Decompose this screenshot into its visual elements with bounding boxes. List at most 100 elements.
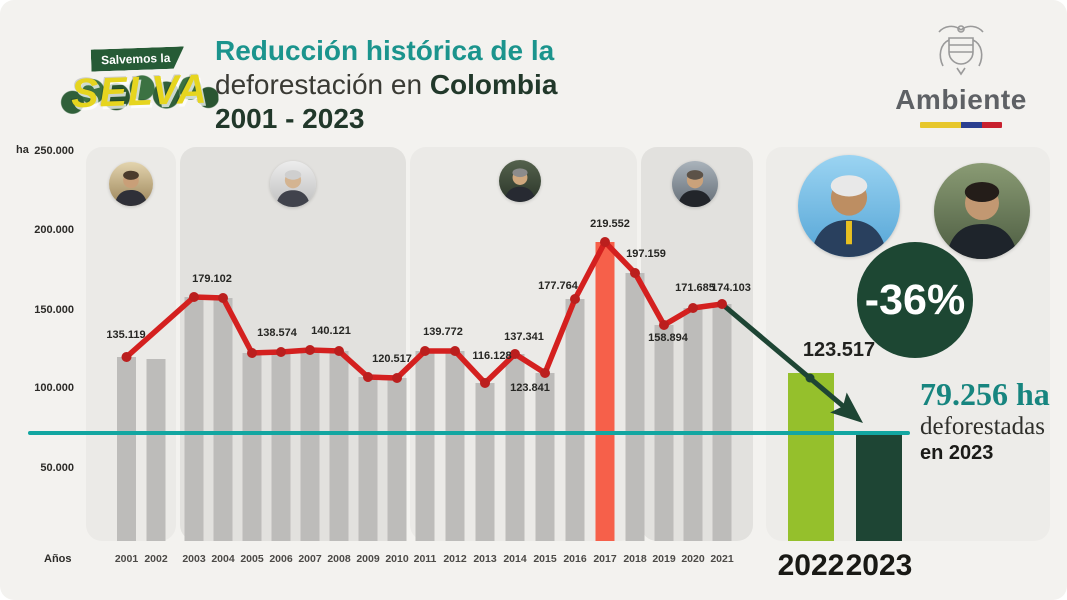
pastrana-portrait-icon [109, 162, 153, 206]
y-tick-50000: 50.000 [40, 462, 74, 474]
bar-2003 [184, 297, 204, 541]
result-line3: en 2023 [920, 442, 994, 464]
bar-2015 [535, 373, 555, 541]
muhamad-portrait-icon [934, 163, 1030, 259]
bar-2008 [329, 351, 349, 541]
page-title: Reducción histórica de la deforestación … [215, 34, 557, 136]
duque-portrait-icon [672, 161, 718, 207]
line-point-2006 [276, 347, 286, 357]
bar-2012 [445, 351, 465, 541]
x-axis-title: Años [44, 553, 72, 565]
bar-2020 [683, 308, 703, 541]
bar-2002 [146, 359, 166, 541]
value-label-2016: 177.764 [538, 280, 579, 292]
line-point-2017 [600, 237, 610, 247]
title-line1: Reducción histórica de la [215, 35, 555, 66]
result-callout: 79.256 ha deforestadas en 2023 [920, 378, 1050, 463]
reduction-badge-value: -36% [864, 275, 966, 324]
year-label-2004: 2004 [211, 553, 235, 565]
value-label-2022: 123.517 [802, 339, 876, 361]
year-label-2002: 2002 [144, 553, 168, 565]
bar-2009 [358, 377, 378, 541]
trend-point-2022 [805, 373, 815, 383]
value-label-2020: 171.685 [675, 282, 715, 294]
value-label-2011: 139.772 [423, 326, 463, 338]
bar-2004 [213, 298, 233, 541]
y-axis-unit: ha [16, 144, 29, 156]
year-label-2003: 2003 [182, 553, 206, 565]
line-point-2021 [717, 299, 727, 309]
line-point-2012 [450, 346, 460, 356]
year-label-2007: 2007 [298, 553, 322, 565]
title-line3: 2001 - 2023 [215, 103, 365, 134]
line-point-2009 [363, 372, 373, 382]
bar-2021 [712, 304, 732, 541]
value-label-2019: 158.894 [648, 332, 689, 344]
line-point-2003 [189, 292, 199, 302]
value-label-2003: 179.102 [192, 273, 232, 285]
result-line2: deforestadas [920, 413, 1045, 440]
bar-2013 [475, 383, 495, 541]
value-label-2009: 120.517 [372, 353, 412, 365]
y-tick-250000: 250.000 [34, 145, 74, 157]
year-label-2001: 2001 [115, 553, 139, 565]
flag-red [981, 122, 1002, 128]
result-headline: 79.256 ha [920, 376, 1050, 412]
line-point-2016 [570, 294, 580, 304]
year-label-2009: 2009 [356, 553, 380, 565]
year-label-2005: 2005 [240, 553, 264, 565]
line-point-2004 [218, 293, 228, 303]
reduction-arrow-line [719, 301, 846, 409]
brand-name: Ambiente [895, 84, 1027, 115]
year-label-2017: 2017 [593, 553, 617, 565]
line-point-2011 [420, 346, 430, 356]
y-tick-150000: 150.000 [34, 304, 74, 316]
line-point-2019 [659, 320, 669, 330]
reduction-arrow-head [830, 392, 863, 423]
year-label-2010: 2010 [385, 553, 409, 565]
line-point-2020 [688, 303, 698, 313]
line-point-2013 [480, 378, 490, 388]
value-label-2005: 138.574 [257, 327, 298, 339]
uribe-portrait-icon [270, 161, 316, 207]
santos-portrait-icon [499, 160, 541, 202]
line-point-2010 [392, 373, 402, 383]
president-muhamad-photo [934, 163, 1030, 259]
bar-2018 [625, 273, 645, 541]
colombia-flag-stripe [920, 122, 1002, 128]
year-label-2016: 2016 [563, 553, 587, 565]
year-label-2014: 2014 [503, 553, 527, 565]
value-label-2013: 116.128 [472, 350, 511, 362]
value-label-2007: 140.121 [311, 325, 351, 337]
year-label-2022: 2022 [778, 549, 845, 582]
bar-2016 [565, 299, 585, 541]
year-label-2015: 2015 [533, 553, 557, 565]
year-label-2008: 2008 [327, 553, 351, 565]
year-label-2019: 2019 [652, 553, 676, 565]
bar-2005 [242, 353, 262, 541]
value-label-2021: 174.103 [711, 282, 751, 294]
value-label-2015: 123.841 [510, 382, 550, 394]
year-label-2023: 2023 [846, 549, 913, 582]
bar-2014 [505, 354, 525, 541]
year-label-2020: 2020 [681, 553, 705, 565]
year-label-2021: 2021 [710, 553, 734, 565]
president-duque-photo [672, 161, 718, 207]
line-point-2014 [510, 349, 520, 359]
flag-yellow [920, 122, 961, 128]
bar-2022 [788, 373, 834, 541]
bar-2023 [856, 433, 902, 541]
bar-2017 [595, 242, 615, 541]
year-label-2018: 2018 [623, 553, 647, 565]
line-point-2015 [540, 368, 550, 378]
value-label-2014: 137.341 [504, 331, 544, 343]
line-point-2008 [334, 346, 344, 356]
president-santos-photo [499, 160, 541, 202]
y-tick-200000: 200.000 [34, 224, 74, 236]
bar-2010 [387, 378, 407, 541]
year-label-2006: 2006 [269, 553, 293, 565]
line-point-2007 [305, 345, 315, 355]
title-line2: deforestación en Colombia [215, 69, 558, 100]
